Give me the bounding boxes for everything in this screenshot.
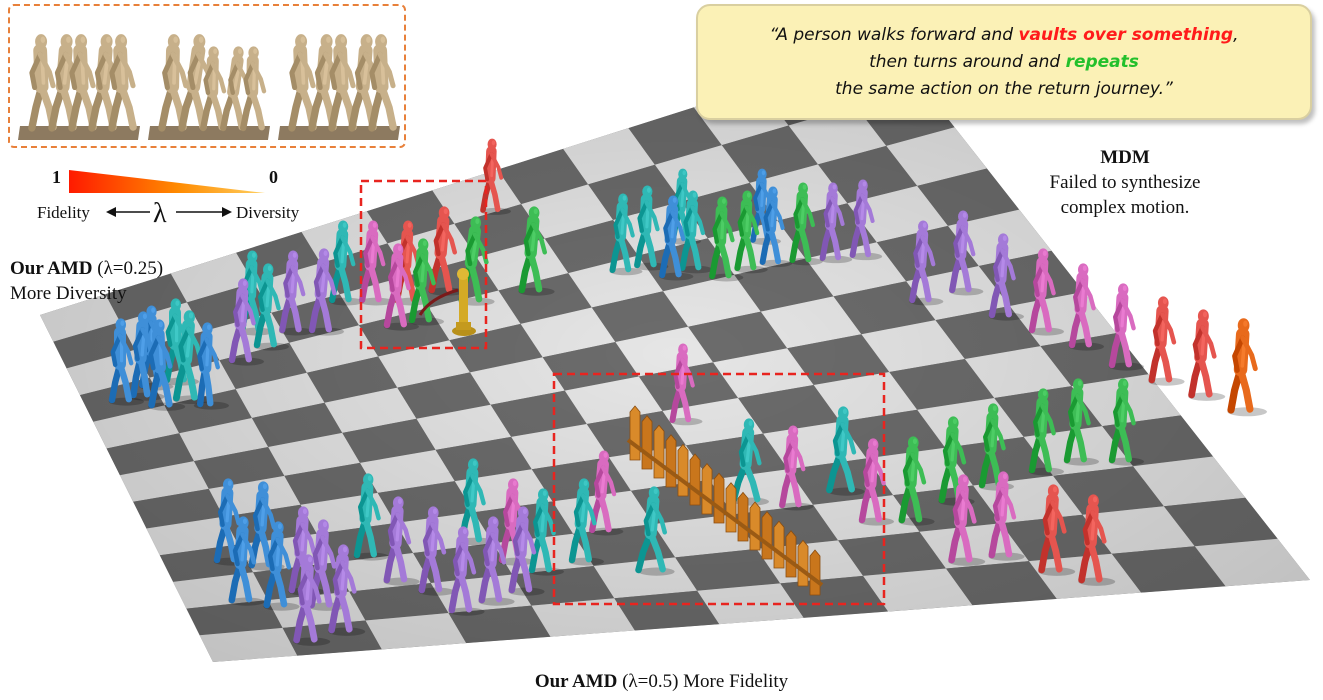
prompt-highlight-vault: vaults over something: [1018, 24, 1234, 45]
text-prompt-box: “A person walks forward and vaults over …: [696, 4, 1312, 120]
scale-diversity-label: Diversity: [236, 203, 300, 222]
label-amd-diversity: Our AMD (λ=0.25) More Diversity: [10, 258, 164, 304]
scale-fidelity-label: Fidelity: [37, 203, 90, 222]
bollard-obstacle: [418, 268, 476, 336]
scale-gradient-wedge: [69, 170, 265, 193]
label-mdm: MDM Failed to synthesize complex motion.: [1049, 147, 1201, 218]
prompt-line-3: the same action on the return journey.”: [835, 78, 1173, 99]
fidelity-diversity-scale: λ: [69, 170, 265, 229]
inset-vault-samples: [8, 4, 406, 148]
arrow-left-icon: [106, 207, 116, 217]
scale-high-value: 1: [52, 167, 61, 187]
highlight-box-top: [359, 179, 488, 350]
prompt-line-1: “A person walks forward and vaults over …: [769, 24, 1239, 45]
human-figures: [108, 138, 1258, 644]
fence-obstacle: [626, 405, 824, 596]
prompt-highlight-repeats: repeats: [1065, 51, 1139, 72]
lambda-symbol: λ: [153, 198, 167, 229]
label-amd-fidelity: Our AMD (λ=0.5) More Fidelity: [534, 671, 789, 692]
figure-shadows: [108, 207, 1267, 646]
scale-low-value: 0: [269, 167, 278, 187]
highlight-box-bottom: [552, 372, 886, 606]
prompt-line-2: then turns around and repeats: [869, 51, 1139, 72]
arrow-right-icon: [222, 207, 232, 217]
